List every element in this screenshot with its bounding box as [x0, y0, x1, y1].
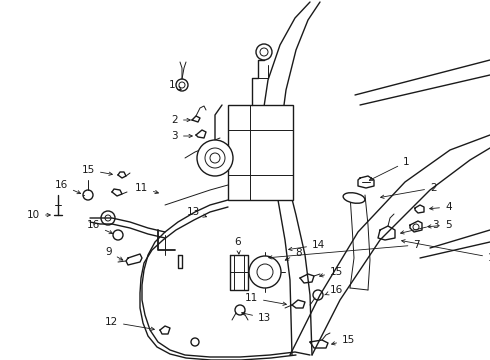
Text: 7: 7	[269, 240, 420, 259]
Text: 2: 2	[381, 183, 437, 198]
Circle shape	[197, 140, 233, 176]
Text: 8: 8	[285, 248, 302, 260]
Circle shape	[249, 256, 281, 288]
Text: 4: 4	[430, 202, 452, 212]
Text: 10: 10	[27, 210, 50, 220]
Text: 2: 2	[172, 115, 190, 125]
Ellipse shape	[343, 193, 365, 203]
Text: 16: 16	[325, 285, 343, 295]
Text: 3: 3	[401, 220, 439, 234]
Text: 16: 16	[55, 180, 81, 194]
Text: 11: 11	[245, 293, 286, 305]
Text: 6: 6	[235, 237, 241, 254]
Text: 13: 13	[242, 312, 271, 323]
Text: 15: 15	[319, 267, 343, 277]
Text: 14: 14	[289, 240, 325, 251]
Text: 3: 3	[172, 131, 192, 141]
Circle shape	[256, 44, 272, 60]
Text: 16: 16	[87, 220, 113, 234]
Text: 15: 15	[332, 335, 355, 345]
Text: 1: 1	[169, 80, 181, 90]
Text: 5: 5	[428, 220, 452, 230]
FancyBboxPatch shape	[228, 105, 293, 200]
Text: 11: 11	[135, 183, 158, 194]
Text: 15: 15	[82, 165, 112, 175]
Text: 1: 1	[369, 157, 410, 180]
Text: 9: 9	[105, 247, 123, 260]
Text: 13: 13	[187, 207, 206, 217]
Text: 12: 12	[105, 317, 154, 330]
Text: 13: 13	[402, 240, 490, 263]
